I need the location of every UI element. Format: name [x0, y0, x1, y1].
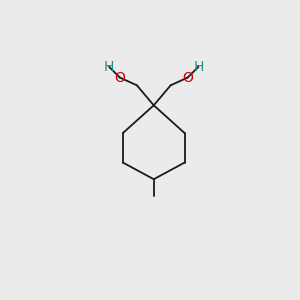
Text: O: O: [114, 70, 125, 85]
Text: H: H: [104, 60, 114, 74]
Text: O: O: [182, 70, 193, 85]
Text: H: H: [193, 60, 204, 74]
